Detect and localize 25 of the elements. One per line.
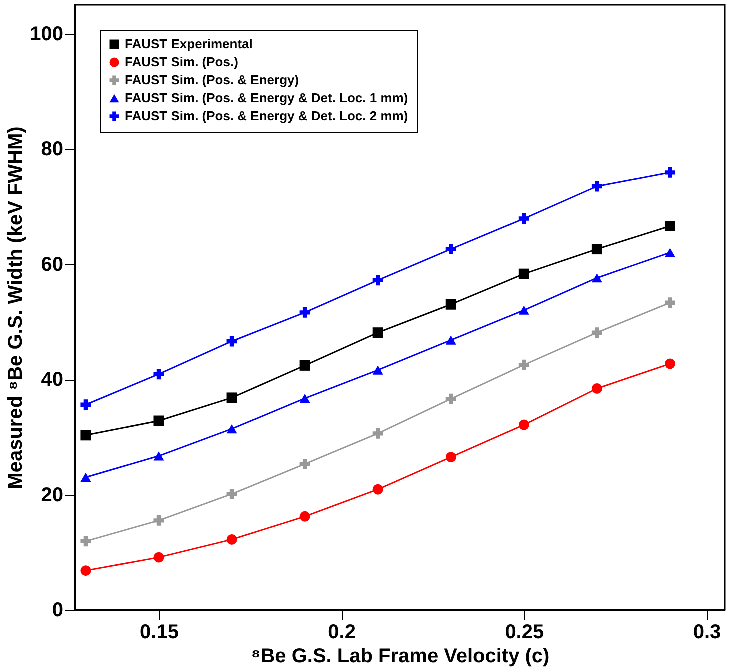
x-tick-label: 0.2: [328, 622, 356, 644]
y-tick-label: 80: [41, 138, 64, 161]
x-tick-label: 0.15: [140, 622, 179, 644]
x-tick-label: 0.3: [693, 622, 722, 644]
point: [664, 221, 676, 232]
legend-label: FAUST Sim. (Pos. & Energy & Det. Loc. 2 mm): [125, 108, 408, 124]
legend-label: FAUST Sim. (Pos. & Energy): [125, 72, 300, 88]
legend-label: FAUST Sim. (Pos.): [125, 54, 238, 70]
y-tick-label: 20: [41, 484, 64, 506]
point: [664, 248, 676, 258]
point: [80, 430, 92, 441]
y-tick-label: 40: [41, 369, 64, 392]
y-tick-label: 100: [30, 23, 64, 46]
legend-label: FAUST Sim. (Pos. & Energy & Det. Loc. 1 mm): [125, 90, 408, 106]
y-axis-title: Measured ⁸Be G.S. Width (keV FWHM): [5, 126, 28, 490]
point: [664, 358, 676, 370]
x-axis-title: ⁸Be G.S. Lab Frame Velocity (c): [251, 646, 550, 668]
point: [80, 566, 92, 576]
x-tick-label: 0.25: [505, 622, 544, 644]
legend-label: FAUST Experimental: [125, 36, 253, 52]
y-tick-label: 60: [41, 254, 64, 276]
point: [664, 167, 676, 178]
point: [664, 298, 676, 308]
y-tick-label: 0: [52, 600, 64, 622]
point: [80, 472, 92, 482]
